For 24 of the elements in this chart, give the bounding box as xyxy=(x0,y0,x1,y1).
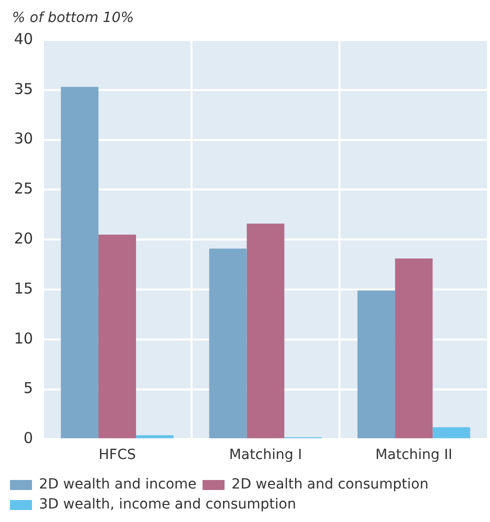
x-tick-label: Matching II xyxy=(375,447,452,464)
legend-label: 2D wealth and income xyxy=(39,476,197,493)
y-tick-label: 35 xyxy=(14,80,34,98)
bar xyxy=(357,290,396,438)
y-axis-title: % of bottom 10% xyxy=(12,10,134,26)
y-tick-label: 0 xyxy=(24,429,34,448)
y-tick-label: 5 xyxy=(24,379,34,398)
bar xyxy=(395,258,433,438)
y-tick-label: 20 xyxy=(14,229,34,248)
legend-label: 2D wealth and consumption xyxy=(232,476,428,493)
y-tick-label: 25 xyxy=(14,180,34,198)
bar xyxy=(209,248,247,438)
bar xyxy=(432,427,470,438)
x-tick-label: Matching I xyxy=(229,447,302,464)
x-tick-label: HFCS xyxy=(98,447,136,464)
bar xyxy=(98,234,136,438)
bar xyxy=(60,86,98,438)
y-tick-label: 30 xyxy=(14,130,34,148)
y-tick-label: 40 xyxy=(14,30,34,48)
legend-label: 3D wealth, income and consumption xyxy=(39,496,296,513)
bar xyxy=(246,224,284,438)
y-tick-label: 15 xyxy=(14,279,34,298)
y-tick-label: 10 xyxy=(14,329,34,348)
bar xyxy=(136,435,174,438)
